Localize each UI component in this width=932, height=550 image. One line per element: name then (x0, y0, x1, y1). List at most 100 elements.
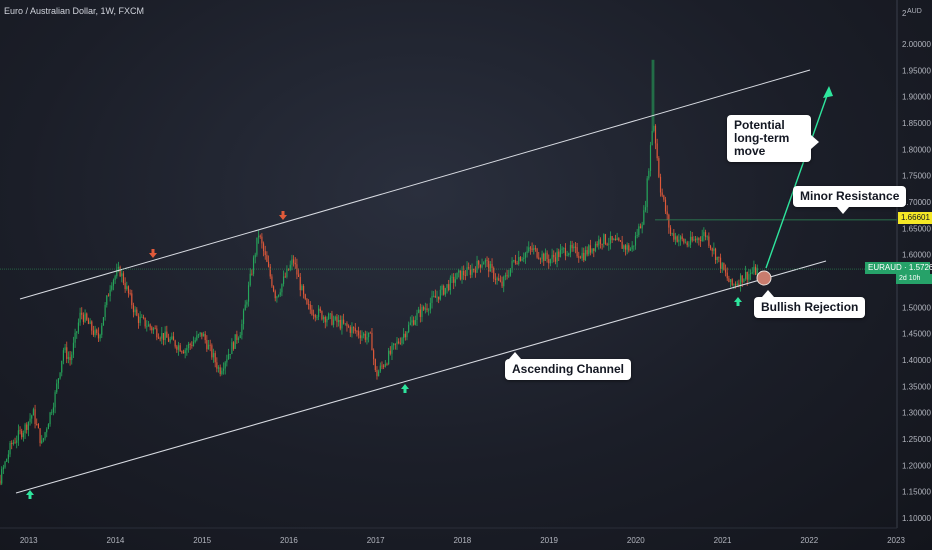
candle-body (399, 342, 401, 344)
candle (508, 270, 510, 278)
candle-body (99, 334, 101, 339)
candle-body (518, 257, 520, 264)
candle-body (664, 199, 667, 212)
candle-body (638, 226, 640, 235)
candle (122, 271, 125, 286)
candle (469, 264, 471, 279)
candle (484, 258, 486, 268)
candle (393, 342, 395, 350)
candle-body (743, 278, 745, 283)
candle (674, 232, 677, 245)
x-tick-label: 2022 (800, 536, 818, 545)
candle-body (499, 280, 501, 282)
candle-body (598, 239, 600, 246)
candle-body (544, 252, 547, 261)
candle (428, 308, 430, 316)
candle (161, 326, 163, 345)
candle-body (246, 301, 248, 305)
candle-body (569, 244, 572, 254)
candle (338, 314, 340, 327)
candle-body (589, 245, 592, 253)
candle-body (508, 275, 510, 277)
candle (723, 262, 725, 271)
candle-body (546, 252, 548, 259)
candle (731, 278, 733, 287)
candle-body (453, 276, 455, 283)
candle (166, 325, 168, 338)
candle-body (291, 259, 293, 265)
candle (713, 242, 715, 255)
candle (491, 258, 493, 273)
candle-body (71, 354, 73, 361)
candle (79, 307, 81, 326)
candle (541, 250, 543, 263)
candle-body (326, 319, 328, 323)
candle-body (343, 319, 345, 324)
candle (54, 390, 56, 414)
candle (319, 306, 321, 313)
candle (423, 305, 425, 312)
candle-body (456, 272, 458, 280)
candle (167, 333, 170, 343)
candle (333, 315, 335, 328)
candle-body (271, 276, 273, 287)
candle (566, 250, 568, 257)
candle (373, 348, 375, 366)
candle (689, 230, 692, 248)
candle (529, 245, 531, 255)
candle-body (566, 254, 568, 256)
candle (207, 339, 210, 350)
candle (286, 265, 288, 279)
candle (169, 336, 171, 344)
candle-body (17, 430, 19, 441)
candle-body (416, 312, 418, 321)
candle (641, 221, 643, 234)
y-tick-label: 1.25000 (902, 435, 931, 444)
candle-body (426, 308, 428, 311)
candle-body (54, 392, 56, 408)
candle-body (241, 324, 243, 336)
x-tick-label: 2018 (453, 536, 471, 545)
candle (281, 283, 283, 297)
candle (726, 267, 728, 281)
candle (149, 323, 151, 331)
candle-body (338, 320, 340, 323)
candle (292, 255, 295, 267)
y-tick-label: 1.65000 (902, 224, 931, 233)
candle (439, 285, 441, 301)
candle (424, 302, 426, 314)
candle (7, 450, 9, 464)
candle (39, 428, 41, 447)
candle-body (309, 304, 311, 310)
candle (269, 263, 271, 279)
arrow-up-icon (26, 490, 34, 499)
candle-body (526, 251, 528, 254)
candle-body (449, 277, 451, 291)
x-tick-label: 2014 (107, 536, 125, 545)
candle (86, 312, 88, 321)
candle (711, 247, 713, 257)
candle-body (172, 336, 175, 341)
candle-body (523, 257, 525, 259)
candle (32, 407, 34, 416)
candle (229, 353, 231, 359)
x-tick-label: 2013 (20, 536, 38, 545)
candle (294, 257, 296, 269)
candle (71, 351, 73, 365)
candle-body (704, 232, 707, 237)
candle (489, 261, 491, 272)
candle (142, 314, 145, 320)
candle-body (618, 238, 620, 241)
candle (724, 264, 727, 277)
candle-body (34, 409, 36, 424)
candle (134, 306, 136, 316)
candle-body (26, 424, 28, 430)
candle (564, 243, 567, 261)
candle-body (167, 337, 170, 342)
candle-body (683, 239, 685, 243)
candle (187, 341, 190, 353)
candle-body (424, 308, 426, 310)
candle (583, 247, 585, 263)
candle (74, 328, 76, 348)
candle (359, 330, 361, 345)
